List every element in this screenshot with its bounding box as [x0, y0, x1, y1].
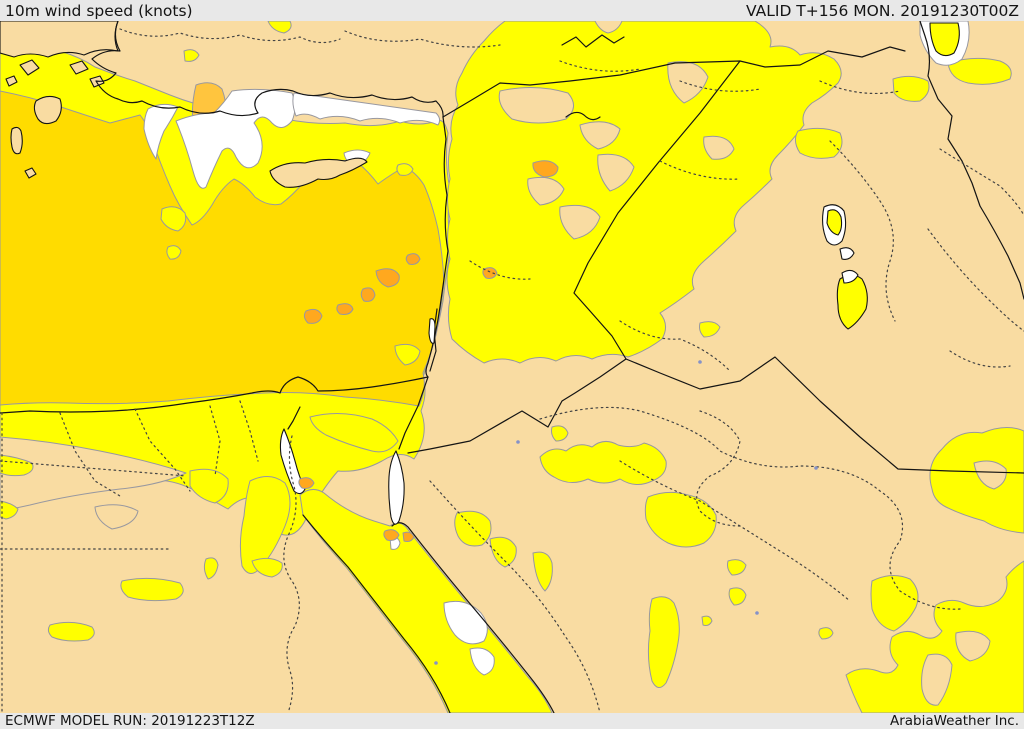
- suez-orange-spots: [298, 477, 415, 542]
- aegean-islands: [5, 59, 105, 179]
- map-title: 10m wind speed (knots): [5, 1, 193, 20]
- levant-orange-spots: [303, 253, 421, 324]
- cyprus-island: [269, 157, 368, 188]
- central-saudi-yellow-patches: [539, 425, 834, 688]
- syria-orange-spots: [482, 160, 559, 279]
- dead-sea: [428, 318, 436, 344]
- admin-dotted-boundaries: [0, 28, 1024, 713]
- iraq-lakes: [821, 204, 868, 330]
- valid-time-label: VALID T+156 MON. 20191230T00Z: [746, 1, 1019, 20]
- gold-interior-yellow-spots: [160, 163, 414, 260]
- balkan-coast: [0, 21, 119, 58]
- gulf-of-aqaba: [388, 450, 405, 525]
- gulf-region-yellow-mass: [845, 427, 1024, 713]
- turkey-lakes: [561, 34, 625, 121]
- provider-label: ArabiaWeather Inc.: [889, 713, 1019, 729]
- anatolia-yellow-spot: [183, 49, 200, 62]
- footer-bar: ECMWF MODEL RUN: 20191223T12Z ArabiaWeat…: [0, 713, 1024, 729]
- syria-jordan-yellow-region: [446, 21, 842, 364]
- lake-urmia: [919, 21, 970, 66]
- egypt-yellow-patches: [0, 454, 291, 642]
- suez-canal-line: [287, 406, 301, 430]
- sinai-yellow-patch: [309, 413, 399, 453]
- balkan-yellow-patch: [267, 21, 292, 34]
- map-canvas: [0, 21, 1024, 713]
- turkey-coastline: [91, 21, 444, 118]
- model-run-label: ECMWF MODEL RUN: 20191223T12Z: [5, 713, 255, 729]
- header-bar: 10m wind speed (knots) VALID T+156 MON. …: [0, 0, 1024, 21]
- water-dots: [434, 360, 818, 665]
- red-sea-east-coast: [391, 522, 555, 713]
- country-borders: [398, 21, 1024, 474]
- gulf-of-suez: [279, 428, 306, 495]
- east-turkey-iraq-yellow-patches: [699, 57, 1012, 338]
- egypt-tan-wedge: [0, 436, 187, 530]
- antalya-calm-white: [143, 88, 441, 189]
- wind-speed-map: [0, 21, 1024, 713]
- red-sea-west-coast: [302, 514, 451, 713]
- jordan-valley-line: [429, 308, 438, 372]
- levant-egypt-coastline: [0, 116, 449, 414]
